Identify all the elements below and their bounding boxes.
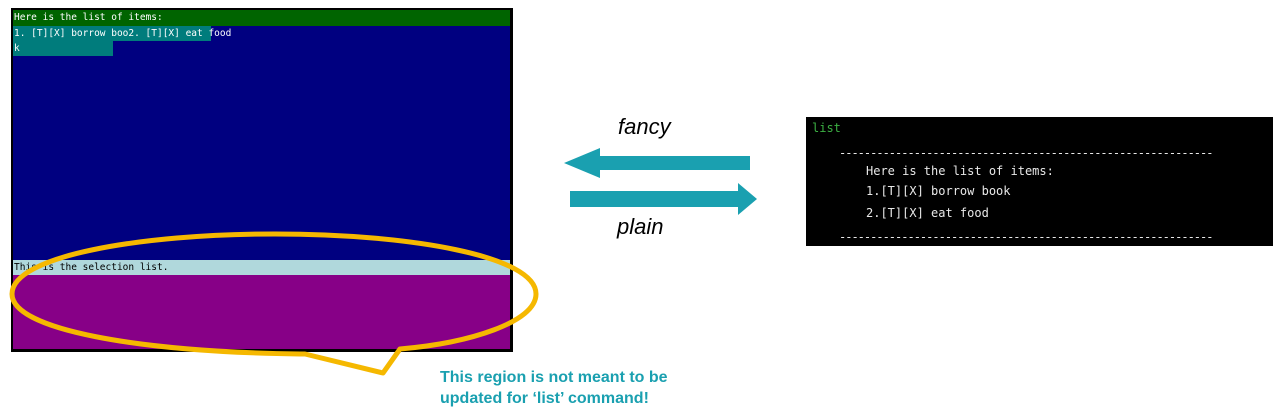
divider-line: ----------------------------------------… [839,230,1213,244]
callout-note-line-2: updated for ‘list’ command! [440,390,649,407]
selection-list-region[interactable] [13,275,510,349]
list-item-tile-wrap[interactable]: k [13,41,113,56]
arrow-left-icon [564,148,750,178]
fancy-label: fancy [618,114,671,139]
plain-terminal-window: list -----------------------------------… [806,117,1273,246]
list-heading: Here is the list of items: [866,164,1054,178]
mode-switch-arrows [564,148,757,215]
command-text: list [812,121,841,135]
list-item-2: 2.[T][X] eat food [866,206,989,220]
list-item-2: 2. [T][X] eat food [128,28,232,39]
list-item-1: 1. [T][X] borrow boo [14,28,129,39]
list-item-tile-row[interactable]: 1. [T][X] borrow boo2. [T][X] eat food [13,26,231,41]
list-item-1: 1.[T][X] borrow book [866,184,1011,198]
fancy-main-panel: 1. [T][X] borrow boo2. [T][X] eat food k [13,26,510,260]
fancy-header-bar: Here is the list of items: [13,10,510,26]
arrow-right-icon [570,183,757,215]
callout-note: This region is not meant to be updated f… [440,367,770,409]
fancy-ui-window: Here is the list of items: 1. [T][X] bor… [11,8,513,352]
callout-note-line-1: This region is not meant to be [440,369,668,386]
divider-line: ----------------------------------------… [839,146,1213,160]
plain-label: plain [617,214,664,239]
selection-list-label: This is the selection list. [13,260,510,275]
